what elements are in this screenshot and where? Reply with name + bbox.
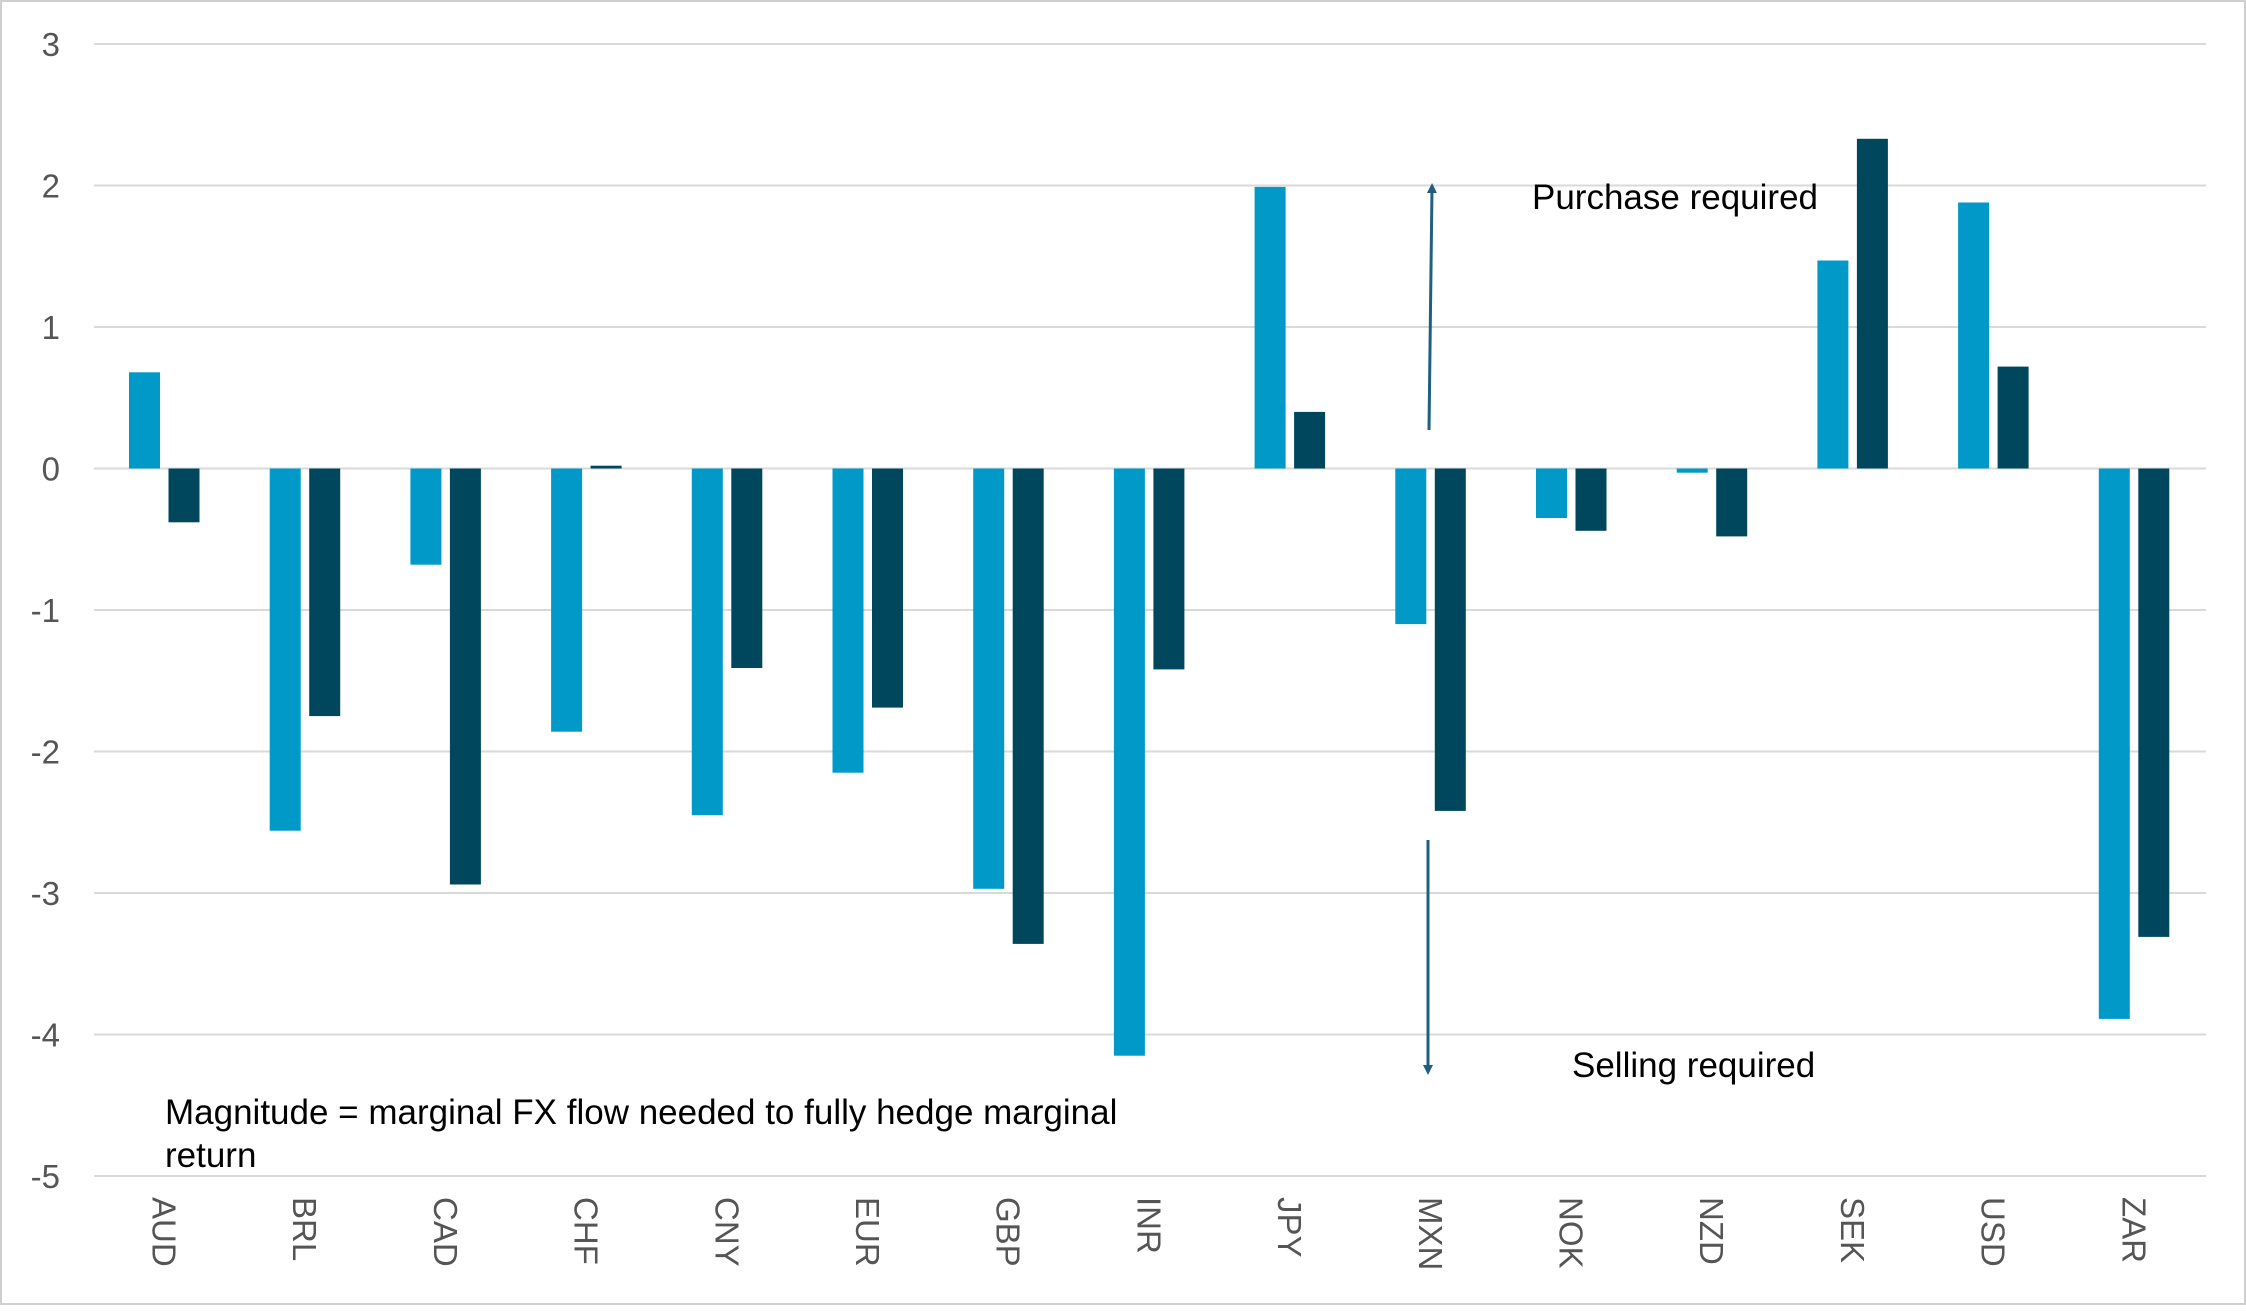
x-category-label: USD	[1975, 1197, 2012, 1267]
bar-nok-series-2	[1575, 468, 1607, 531]
bar-inr-series-1	[1113, 468, 1145, 1056]
y-tick-label: -2	[31, 734, 60, 771]
bar-gbp-series-1	[973, 468, 1005, 889]
magnitude-note-line-1: Magnitude = marginal FX flow needed to f…	[165, 1093, 1117, 1132]
bar-eur-series-2	[872, 468, 903, 708]
gridlines	[94, 43, 2206, 1177]
x-category-label: GBP	[990, 1197, 1027, 1267]
bar-brl-series-1	[269, 468, 301, 831]
y-tick-label: -4	[31, 1017, 60, 1054]
bar-nok-series-1	[1536, 468, 1567, 518]
bar-mxn-series-1	[1395, 468, 1427, 625]
x-category-label: SEK	[1834, 1197, 1871, 1263]
bar-inr-series-2	[1153, 468, 1185, 670]
bar-jpy-series-2	[1294, 411, 1326, 469]
x-category-label: JPY	[1271, 1197, 1308, 1258]
magnitude-note-line-2: return	[165, 1136, 256, 1175]
selling-required-label: Selling required	[1572, 1046, 1815, 1085]
annotations: Purchase required Selling required Magni…	[165, 178, 1818, 1175]
bar-sek-series-2	[1856, 138, 1888, 469]
bar-zar-series-1	[2098, 468, 2130, 1019]
bar-cad-series-2	[449, 468, 481, 885]
bar-mxn-series-2	[1434, 468, 1466, 811]
x-category-label: EUR	[849, 1197, 886, 1267]
bar-chf-series-2	[590, 465, 622, 469]
bar-sek-series-1	[1817, 260, 1849, 469]
y-tick-label: -1	[31, 592, 60, 629]
y-tick-label: 2	[42, 168, 60, 205]
bar-zar-series-2	[2138, 468, 2170, 937]
y-tick-label: 0	[42, 451, 60, 488]
x-category-label: BRL	[286, 1197, 323, 1261]
bar-brl-series-2	[309, 468, 341, 717]
bar-nzd-series-1	[1676, 468, 1708, 473]
x-axis-categories: AUD BRL CAD CHF CNY EUR GBP INR JPY MXN NOK NZD SEK U…	[146, 1197, 2153, 1270]
bar-cny-series-1	[691, 468, 723, 816]
x-category-label: CNY	[708, 1197, 745, 1267]
bar-nzd-series-2	[1716, 468, 1748, 537]
x-category-label: NZD	[1693, 1197, 1730, 1265]
bars	[129, 138, 2170, 1056]
bar-usd-series-2	[1997, 366, 2029, 469]
x-category-label: INR	[1130, 1197, 1167, 1254]
bar-usd-series-1	[1958, 202, 1990, 469]
bar-aud-series-1	[129, 372, 160, 469]
bar-eur-series-1	[832, 468, 864, 773]
bar-cad-series-1	[410, 468, 442, 565]
bar-cny-series-2	[731, 468, 763, 668]
bar-jpy-series-1	[1254, 186, 1286, 469]
x-category-label: ZAR	[2115, 1197, 2152, 1263]
y-tick-label: -3	[31, 875, 60, 912]
x-category-label: CHF	[568, 1197, 605, 1265]
x-category-label: MXN	[1412, 1197, 1449, 1270]
purchase-arrow	[1426, 183, 1437, 431]
purchase-required-label: Purchase required	[1532, 178, 1818, 217]
y-tick-label: -5	[31, 1158, 60, 1195]
bar-gbp-series-2	[1012, 468, 1044, 944]
bar-chf-series-1	[551, 468, 583, 732]
y-tick-label: 3	[42, 26, 60, 63]
x-category-label: NOK	[1553, 1197, 1590, 1269]
bar-aud-series-2	[168, 468, 200, 523]
x-category-label: AUD	[146, 1197, 183, 1267]
y-tick-label: 1	[42, 309, 60, 346]
y-axis-ticks: 3 2 1 0 -1 -2 -3 -4 -5	[31, 26, 60, 1195]
x-category-label: CAD	[427, 1197, 464, 1267]
